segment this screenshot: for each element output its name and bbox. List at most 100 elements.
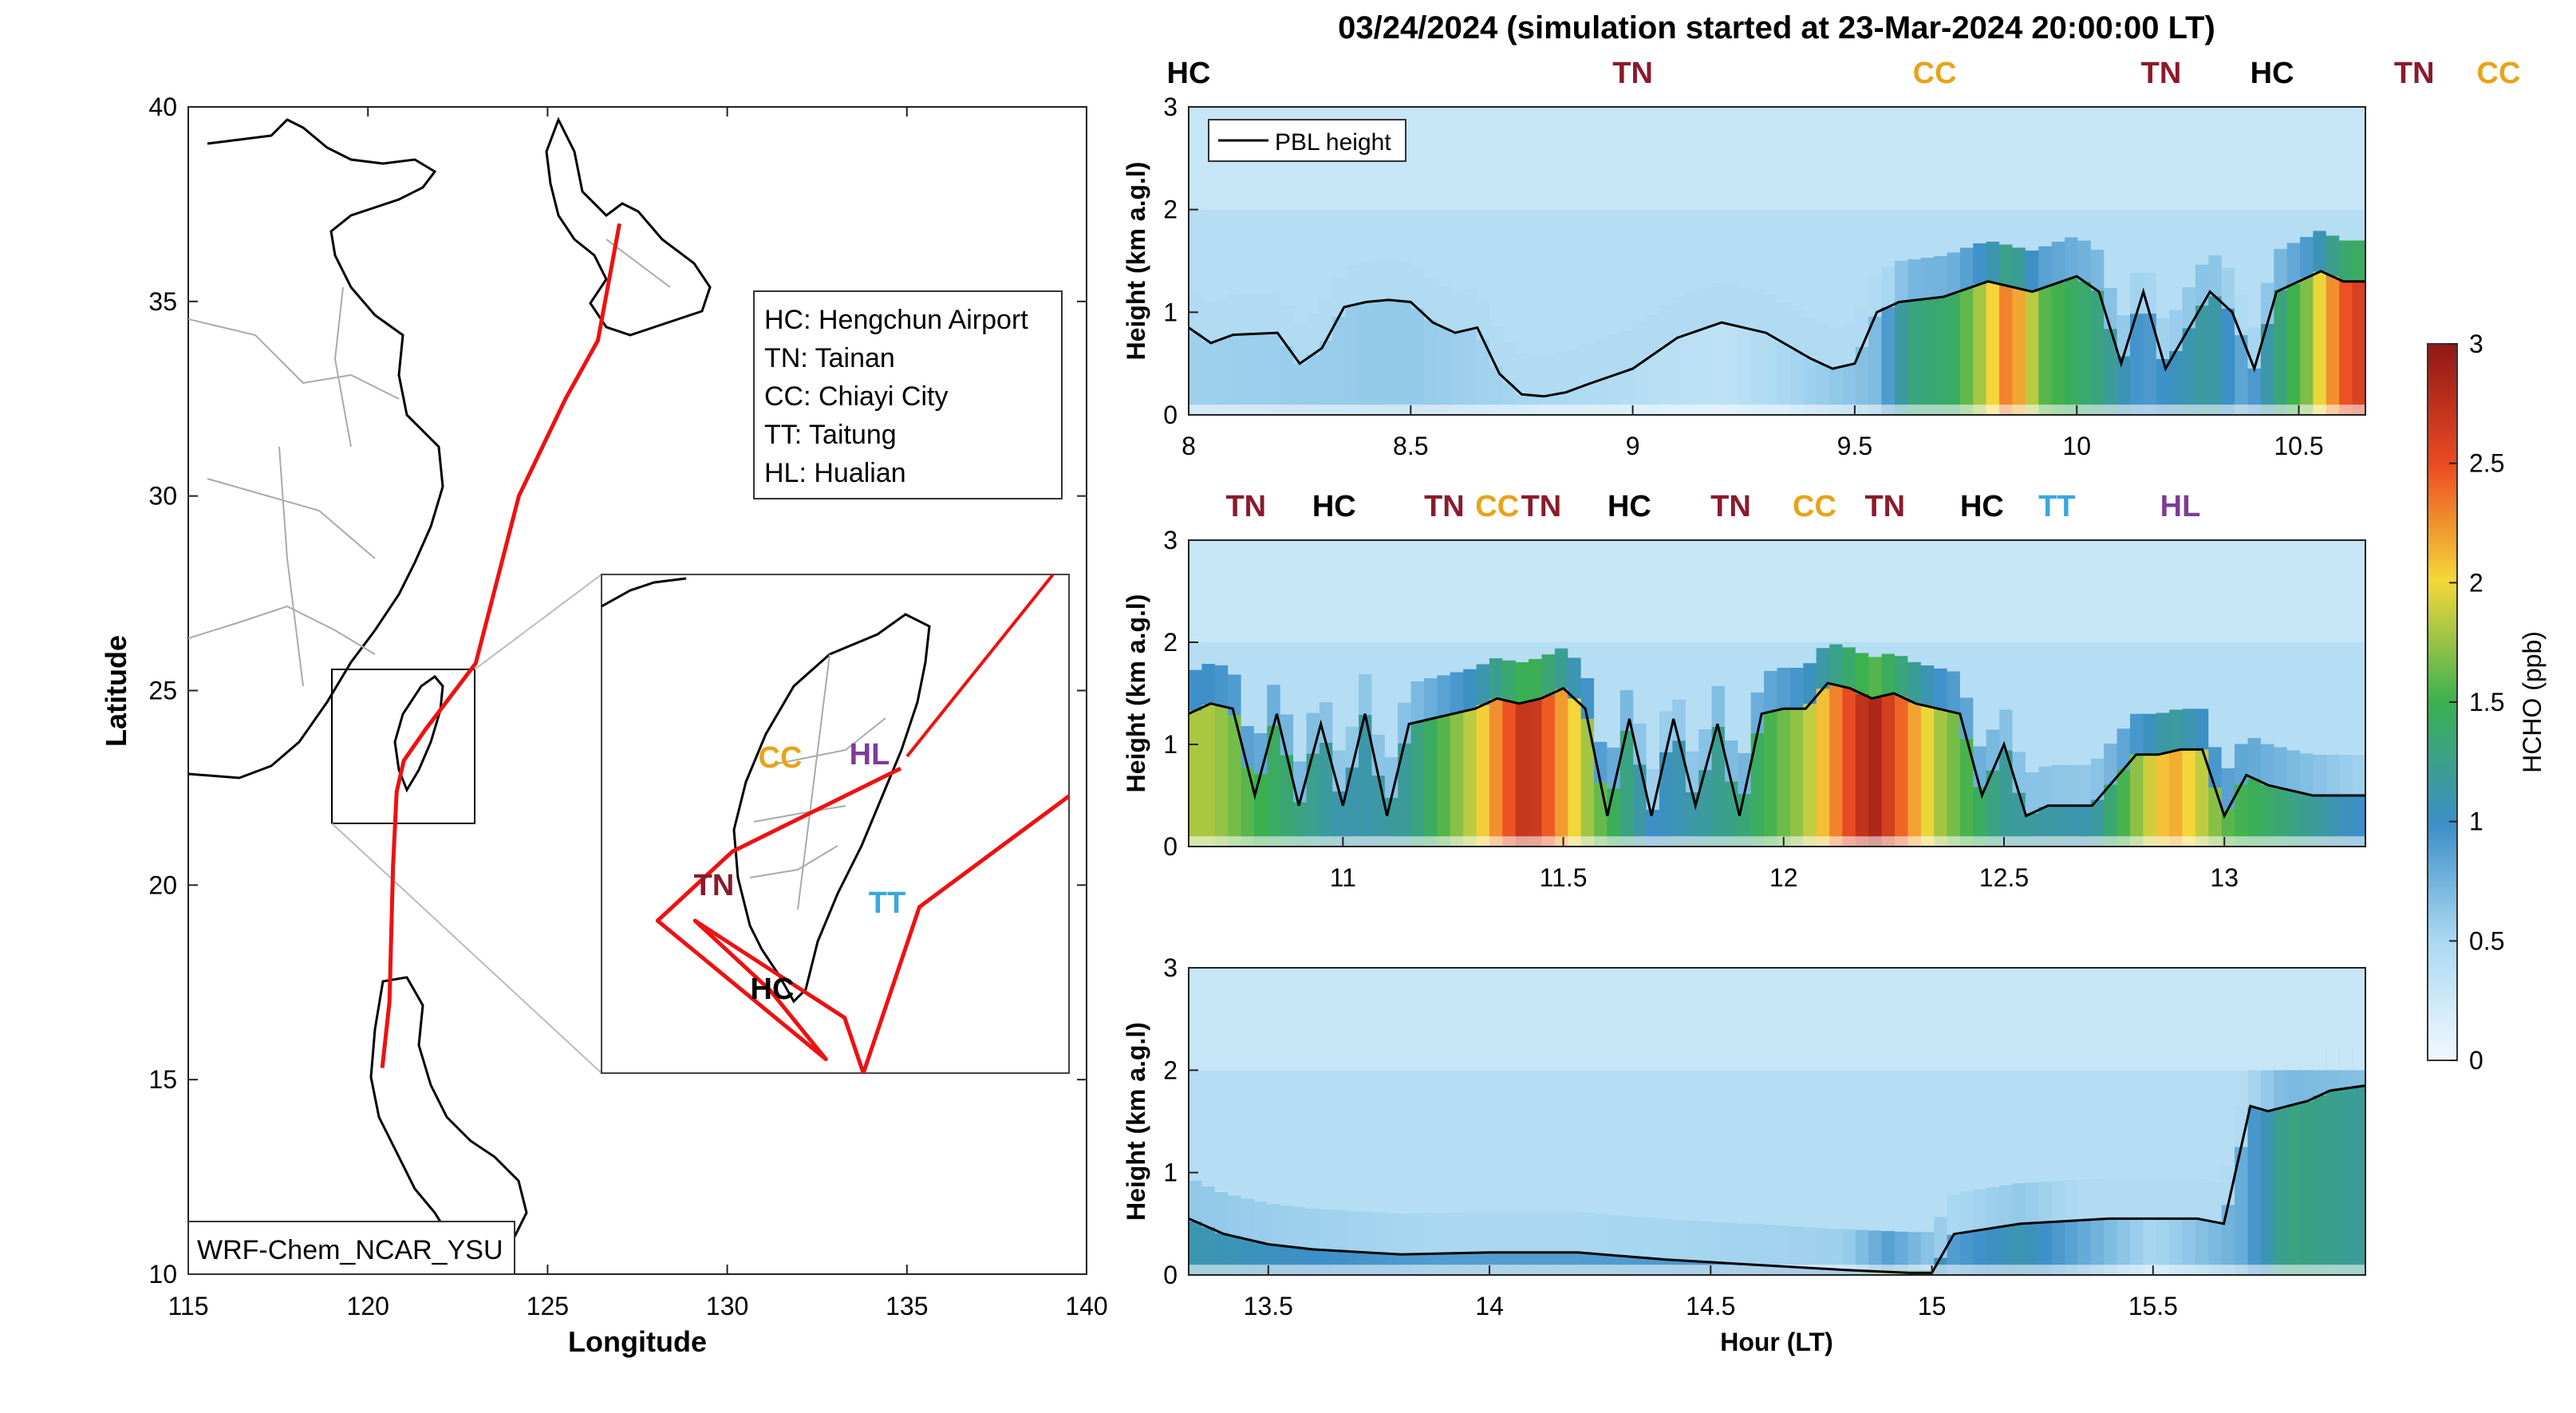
hcho-cell (2051, 764, 2065, 806)
hcho-cell (1750, 290, 1765, 331)
hcho-cell (1777, 968, 1791, 1071)
hcho-cell (1476, 642, 1490, 665)
hcho-cell (2130, 209, 2144, 273)
hcho-cell (1267, 725, 1281, 847)
hcho-cell (2012, 288, 2026, 415)
hcho-cell (1750, 1224, 1765, 1265)
hcho-cell (2313, 209, 2327, 231)
curtain-x-tick-label: 8.5 (1393, 432, 1428, 460)
hcho-cell (1253, 968, 1268, 1071)
hcho-cell (1489, 209, 1503, 326)
hcho-cell (1398, 642, 1412, 703)
hcho-cell (1267, 968, 1281, 1071)
hcho-cell (1201, 968, 1216, 1071)
hcho-cell (1619, 330, 1634, 371)
hcho-cell (1868, 209, 1883, 276)
hcho-cell (1332, 1210, 1347, 1251)
hcho-cell (2012, 247, 2026, 289)
hcho-cell (1947, 642, 1961, 672)
hcho-cell (1253, 1070, 1268, 1202)
curtain-x-tick-label: 13 (2210, 863, 2239, 892)
hcho-cell (1332, 540, 1347, 642)
hcho-cell (2116, 642, 2131, 729)
hcho-cell (2235, 744, 2249, 785)
curtain-panel-3: 13.5 14 14.5 15 15.5 0 1 2 3 Height (km a.g.l) (1122, 953, 2366, 1320)
hcho-cell (1711, 968, 1726, 1071)
hcho-cell (1214, 968, 1229, 1071)
hcho-cell (1267, 1203, 1281, 1245)
hcho-cell (2143, 754, 2157, 847)
hcho-cell (1607, 747, 1621, 789)
hcho-cell (1568, 107, 1582, 210)
hcho-cell (2156, 1218, 2170, 1275)
hcho-cell (1437, 716, 1451, 847)
hcho-cell (2195, 642, 2209, 709)
hcho-cell (2313, 107, 2327, 210)
hcho-cell (1920, 1232, 1935, 1270)
hcho-cell (2116, 1218, 2131, 1275)
hcho-cell (1515, 1211, 1529, 1253)
hcho-cell (1384, 540, 1398, 642)
hcho-cell (1868, 697, 1883, 847)
hcho-cell (2182, 1218, 2196, 1275)
hcho-cell (2182, 642, 2196, 709)
hcho-cell (1241, 209, 1255, 294)
colorbar-tick-label: 1.5 (2469, 688, 2504, 716)
hcho-cell (1228, 968, 1242, 1071)
hcho-cell (1764, 670, 1778, 712)
hcho-cell (1973, 1229, 1987, 1275)
hcho-cell (1463, 709, 1477, 847)
hcho-field (1189, 107, 2366, 415)
hcho-cell (1646, 314, 1660, 355)
hcho-cell (2339, 281, 2353, 415)
hcho-cell (1450, 968, 1464, 1071)
hcho-cell (1803, 317, 1817, 358)
hcho-cell (1189, 209, 1202, 291)
hcho-cell (1371, 1070, 1386, 1213)
curtain-site-label: CC (1475, 490, 1519, 523)
hcho-cell (1829, 644, 1844, 685)
hcho-cell (1842, 1229, 1856, 1270)
hcho-cell (2025, 1182, 2039, 1223)
hcho-cell (1959, 642, 1974, 698)
hcho-cell (2104, 540, 2118, 642)
hcho-cell (1306, 354, 1320, 415)
hcho-cell (2326, 540, 2340, 642)
hcho-cell (1907, 259, 1922, 301)
hcho-cell (2326, 235, 2340, 277)
hcho-cell (2143, 209, 2157, 273)
hcho-cell (2116, 209, 2131, 315)
hcho-cell (1345, 264, 1359, 306)
hcho-cell (2221, 642, 2235, 768)
map-y-tick-label: 35 (148, 287, 177, 316)
hcho-cell (1410, 681, 1425, 722)
hcho-cell (2195, 708, 2209, 750)
hcho-cell (1777, 107, 1791, 210)
hcho-cell (2038, 107, 2053, 210)
hcho-cell (2208, 642, 2223, 748)
inset-track-extension (905, 574, 1055, 758)
hcho-cell (1816, 540, 1830, 642)
hcho-cell (2038, 1070, 2053, 1182)
hcho-cell (1410, 721, 1425, 847)
hcho-cell (1881, 540, 1896, 642)
hcho-cell (1750, 330, 1765, 415)
hcho-cell (1201, 1227, 1216, 1275)
hcho-cell (2065, 1221, 2079, 1275)
hcho-cell (1580, 343, 1595, 385)
hcho-cell (1515, 661, 1529, 703)
hcho-cell (2235, 784, 2249, 847)
hcho-cell (2182, 1070, 2196, 1178)
map-y-tick-label: 20 (148, 870, 177, 899)
site-legend-entry: TN: Tainan (764, 343, 895, 373)
hcho-cell (1359, 714, 1373, 847)
hcho-cell (1359, 673, 1373, 715)
curtain-x-tick-label: 8 (1181, 432, 1196, 460)
hcho-cell (1529, 107, 1543, 210)
hcho-cell (1189, 968, 1202, 1071)
hcho-cell (1214, 540, 1229, 642)
hcho-cell (1463, 669, 1477, 710)
curtain-y-tick-label: 0 (1163, 401, 1178, 429)
inset-site-label: TT (869, 886, 905, 920)
hcho-cell (1764, 107, 1778, 210)
